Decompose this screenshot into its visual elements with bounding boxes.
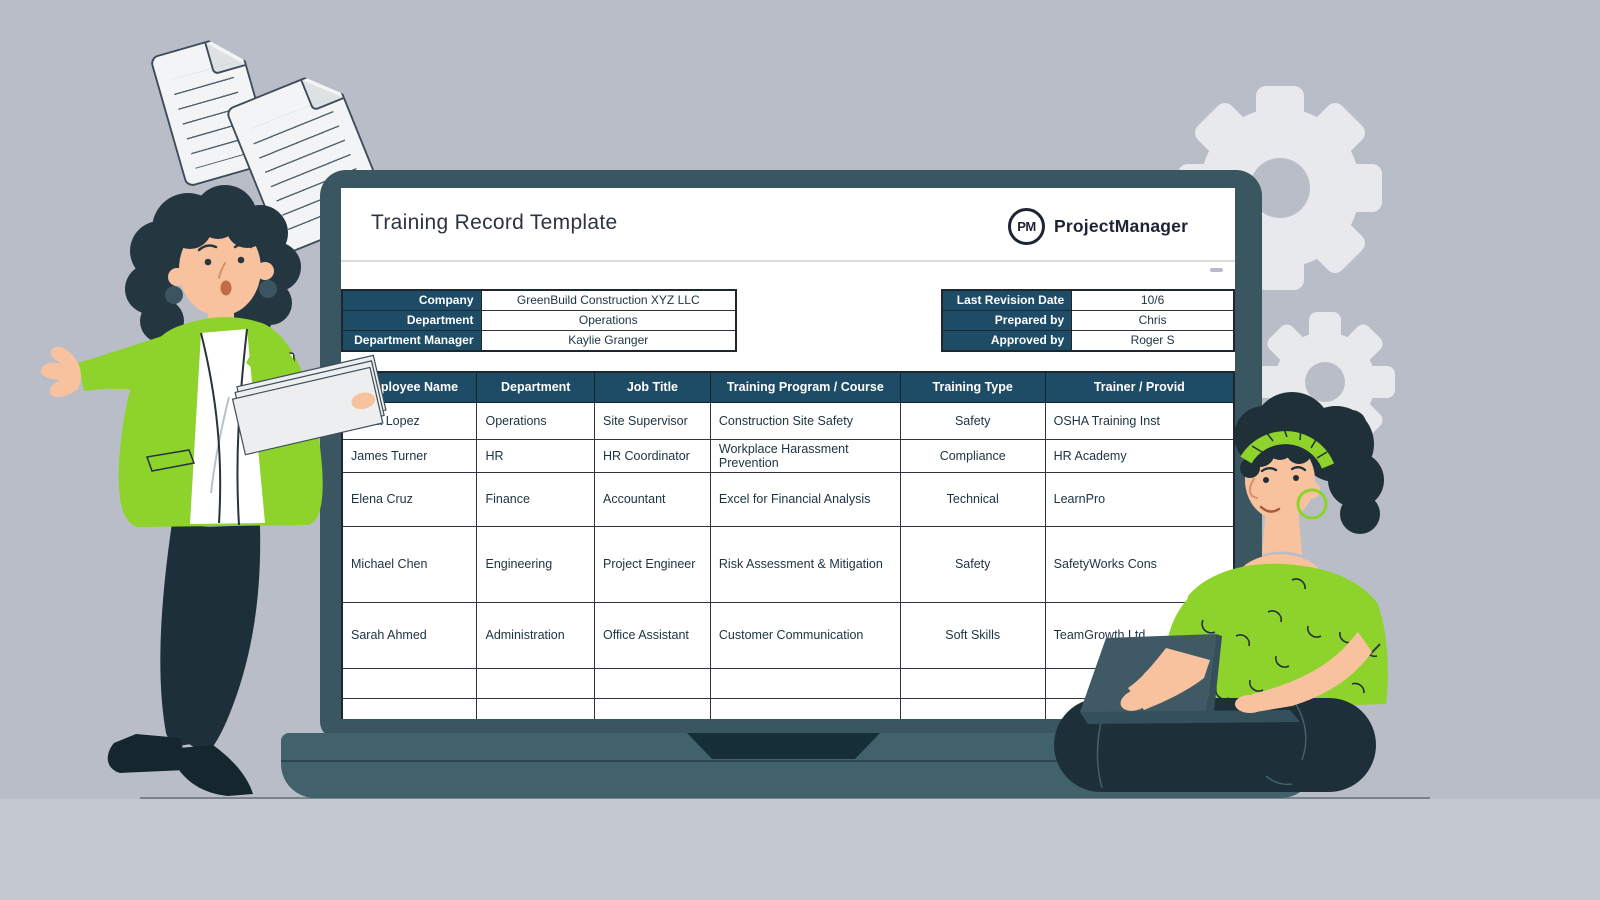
laptop-notch: [687, 733, 880, 759]
clipped-element-dash: [1210, 268, 1223, 272]
projectmanager-logo-icon: PM: [1008, 208, 1045, 245]
cell: Workplace Harassment Prevention: [709, 438, 901, 473]
cell: [593, 667, 711, 699]
cell: [709, 667, 901, 699]
info-row: Prepared by Chris: [941, 309, 1235, 331]
info-label: Approved by: [941, 329, 1073, 352]
info-label: Last Revision Date: [941, 289, 1073, 311]
column-header: Department: [476, 371, 595, 403]
cell: [709, 697, 901, 719]
cell: Michael Chen: [341, 525, 478, 603]
cell: Construction Site Safety: [709, 401, 901, 440]
open-hand: [41, 346, 81, 398]
legs: [160, 523, 261, 755]
info-value: Kaylie Granger: [480, 329, 737, 352]
sheet-header: Training Record Template PM ProjectManag…: [341, 188, 1235, 262]
cell: Project Engineer: [593, 525, 711, 603]
info-label: Department: [341, 309, 482, 331]
paper-stack: [231, 354, 387, 456]
cell: Engineering: [476, 525, 595, 603]
table-row: James Turner HR HR Coordinator Workplace…: [341, 438, 1235, 473]
laptop-screen: Training Record Template PM ProjectManag…: [341, 188, 1235, 719]
info-row: Approved by Roger S: [941, 329, 1235, 352]
cell: HR Academy: [1044, 438, 1235, 473]
page-title: Training Record Template: [371, 211, 618, 234]
cell: Technical: [899, 471, 1046, 527]
info-value: Operations: [480, 309, 737, 331]
jacket: [78, 317, 323, 527]
cell: Finance: [476, 471, 595, 527]
cell: [476, 697, 595, 719]
cell: Administration: [476, 601, 595, 669]
cell: LearnPro: [1044, 471, 1235, 527]
brand-name: ProjectManager: [1054, 216, 1189, 236]
info-value: 10/6: [1071, 289, 1235, 311]
info-row: Company GreenBuild Construction XYZ LLC: [341, 289, 737, 311]
cell: Accountant: [593, 471, 711, 527]
cell: Compliance: [899, 438, 1046, 473]
floor: [0, 799, 1600, 900]
sitting-person-illustration: [1054, 392, 1388, 792]
cell: HR: [476, 438, 595, 473]
info-row: Department Operations: [341, 309, 737, 331]
cell: [593, 697, 711, 719]
info-value: Roger S: [1071, 329, 1235, 352]
table-row: Michael Chen Engineering Project Enginee…: [341, 525, 1235, 603]
revision-info-table: Last Revision Date 10/6 Prepared by Chri…: [941, 289, 1235, 352]
cell: HR Coordinator: [593, 438, 711, 473]
cell: Soft Skills: [899, 601, 1046, 669]
cell: [899, 667, 1046, 699]
info-label: Prepared by: [941, 309, 1073, 331]
cell: Customer Communication: [709, 601, 901, 669]
info-value: GreenBuild Construction XYZ LLC: [480, 289, 737, 311]
cell: Operations: [476, 401, 595, 440]
training-table: Employee Name Department Job Title Train…: [341, 371, 1235, 719]
column-header: Training Type: [899, 371, 1046, 403]
cell: Risk Assessment & Mitigation: [709, 525, 901, 603]
info-label: Department Manager: [341, 329, 482, 352]
column-header: Job Title: [593, 371, 711, 403]
table-row: Maria Lopez Operations Site Supervisor C…: [341, 401, 1235, 440]
standing-person-illustration: [41, 185, 387, 796]
cell: Safety: [899, 525, 1046, 603]
brand-logo: PM ProjectManager: [1008, 208, 1188, 245]
cell: James Turner: [341, 438, 478, 473]
floor-line: [140, 797, 1430, 799]
column-header: Trainer / Provid: [1044, 371, 1235, 403]
table-row: Elena Cruz Finance Accountant Excel for …: [341, 471, 1235, 527]
cell: [476, 667, 595, 699]
cell: Site Supervisor: [593, 401, 711, 440]
cell: [341, 697, 478, 719]
column-header: Training Program / Course: [709, 371, 901, 403]
info-value: Chris: [1071, 309, 1235, 331]
cell: Excel for Financial Analysis: [709, 471, 901, 527]
cell: Safety: [899, 401, 1046, 440]
training-table-header-row: Employee Name Department Job Title Train…: [341, 371, 1235, 403]
gear-large-icon: [1178, 86, 1382, 290]
info-label: Company: [341, 289, 482, 311]
hair-curl: [1336, 410, 1367, 433]
cell: Office Assistant: [593, 601, 711, 669]
shoes: [107, 734, 253, 796]
company-info-table: Company GreenBuild Construction XYZ LLC …: [341, 289, 737, 352]
info-row: Department Manager Kaylie Granger: [341, 329, 737, 352]
hoop-earring: [1296, 488, 1328, 520]
cell: [899, 697, 1046, 719]
arms: [1120, 632, 1372, 713]
info-row: Last Revision Date 10/6: [941, 289, 1235, 311]
cell: SafetyWorks Cons: [1044, 525, 1235, 603]
